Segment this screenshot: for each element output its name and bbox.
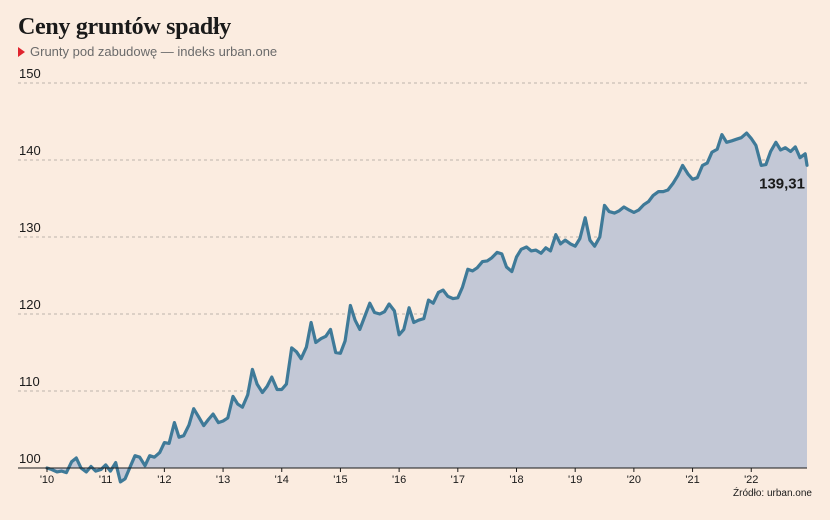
y-axis: 100 110 120 130 140 150 — [19, 66, 41, 466]
x-tick-label: '10 — [40, 474, 54, 486]
x-tick-label: '19 — [568, 474, 582, 486]
x-tick-label: '20 — [627, 474, 641, 486]
play-triangle-icon — [18, 46, 25, 57]
chart-subtitle-text: Grunty pod zabudowę — indeks urban.one — [30, 44, 278, 59]
chart-title: Ceny gruntów spadły — [18, 14, 232, 40]
source-note: Źródło: urban.one — [733, 488, 812, 499]
y-tick-label-120: 120 — [19, 297, 41, 312]
y-tick-label-110: 110 — [19, 374, 40, 389]
series-line — [45, 131, 809, 484]
y-tick-label-130: 130 — [19, 220, 41, 235]
x-axis: '10 '11 '12 '13 '14 '15 '16 '17 '18 '19 '20 '21 '22 — [18, 467, 807, 486]
x-tick-label: '21 — [685, 474, 699, 486]
last-value-label: 139,31 — [759, 175, 805, 192]
x-tick-label: '18 — [509, 474, 523, 486]
x-tick-label: '11 — [99, 474, 113, 486]
x-tick-label: '22 — [744, 474, 758, 486]
y-tick-label-100: 100 — [19, 451, 41, 466]
x-tick-label: '15 — [333, 474, 347, 486]
y-tick-label-140: 140 — [19, 143, 41, 158]
x-tick-label: '17 — [451, 474, 465, 486]
x-tick-label: '12 — [157, 474, 171, 486]
y-tick-label-150: 150 — [19, 66, 41, 81]
x-tick-label: '16 — [392, 474, 406, 486]
plot-area — [45, 131, 809, 484]
chart-subtitle: Grunty pod zabudowę — indeks urban.one — [18, 44, 277, 59]
x-tick-label: '13 — [216, 474, 230, 486]
annotations: 139,31 — [759, 175, 805, 192]
x-tick-label: '14 — [275, 474, 289, 486]
